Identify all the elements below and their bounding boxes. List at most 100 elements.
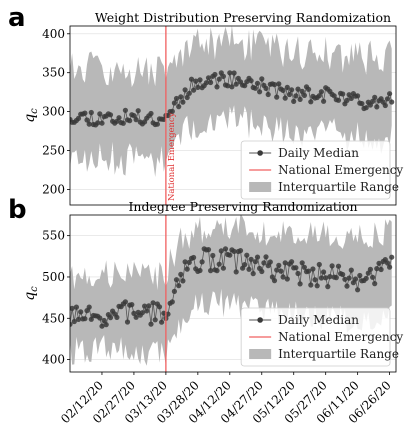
median-point xyxy=(291,98,297,104)
median-point xyxy=(120,120,126,126)
median-point xyxy=(312,277,318,283)
median-point xyxy=(295,270,301,277)
median-point xyxy=(293,93,299,99)
median-point xyxy=(95,120,101,126)
median-point xyxy=(70,321,73,327)
median-point xyxy=(169,108,175,114)
median-point xyxy=(129,302,135,308)
median-point xyxy=(122,107,128,113)
median-point xyxy=(148,321,154,327)
median-point xyxy=(389,254,395,260)
median-point xyxy=(372,281,378,287)
median-point xyxy=(116,115,122,121)
y-tick-label: 350 xyxy=(42,66,65,80)
legend-label: Daily Median xyxy=(278,313,359,327)
median-point xyxy=(325,284,331,290)
median-point xyxy=(344,97,350,103)
legend-iqr-swatch xyxy=(249,349,272,359)
median-point xyxy=(271,278,278,284)
median-point xyxy=(263,254,269,260)
median-point xyxy=(212,71,218,78)
median-point xyxy=(88,316,94,322)
median-point xyxy=(327,274,333,280)
median-point xyxy=(282,95,288,101)
median-point xyxy=(216,261,222,267)
median-point xyxy=(173,95,180,102)
median-point xyxy=(289,259,295,265)
interquartile-band xyxy=(70,26,392,177)
median-point xyxy=(348,267,354,273)
median-point xyxy=(154,121,160,127)
axes-frame xyxy=(69,214,397,373)
median-point xyxy=(252,259,258,265)
median-point xyxy=(274,94,280,100)
y-tick-label: 450 xyxy=(42,311,65,325)
median-point xyxy=(176,104,182,110)
median-point xyxy=(357,272,363,279)
median-point xyxy=(82,110,88,116)
median-point xyxy=(173,277,180,283)
median-point xyxy=(246,266,252,272)
median-point xyxy=(161,310,167,316)
median-point xyxy=(387,264,393,270)
median-point xyxy=(318,275,324,281)
median-point xyxy=(199,259,205,265)
legend: Daily Median National Emergency Interquart… xyxy=(240,140,403,200)
legend-median-marker xyxy=(257,317,263,323)
median-point xyxy=(308,99,314,105)
median-point xyxy=(340,271,346,278)
legend-label: Interquartile Range xyxy=(278,180,399,194)
median-point xyxy=(265,91,271,98)
median-point xyxy=(88,109,94,116)
median-point xyxy=(342,276,348,282)
median-point xyxy=(86,121,92,127)
median-point xyxy=(75,115,82,121)
median-point xyxy=(70,305,75,311)
median-point xyxy=(248,256,254,262)
median-point xyxy=(231,70,237,76)
median-point xyxy=(346,275,352,281)
median-point xyxy=(286,91,293,98)
median-point xyxy=(84,117,90,123)
legend-median-marker xyxy=(257,150,263,156)
plot-area xyxy=(70,26,396,190)
median-point xyxy=(133,314,139,320)
median-point xyxy=(284,276,290,282)
median-point xyxy=(227,70,233,76)
panel-letter: b xyxy=(8,195,27,225)
median-point xyxy=(295,86,301,92)
median-point xyxy=(152,317,158,323)
median-point xyxy=(86,304,92,310)
median-point xyxy=(205,75,212,81)
median-point xyxy=(208,268,214,274)
median-point xyxy=(321,98,327,104)
median-point xyxy=(278,268,284,274)
median-point xyxy=(182,259,188,265)
interquartile-band xyxy=(70,215,392,366)
chart-title: Indegree Preserving Randomization xyxy=(128,199,357,214)
median-point xyxy=(184,94,190,101)
median-point xyxy=(306,86,312,92)
median-point xyxy=(318,89,324,95)
median-point xyxy=(73,304,79,310)
median-point xyxy=(135,108,141,114)
median-point xyxy=(78,309,84,315)
median-point xyxy=(214,84,220,90)
median-point xyxy=(242,83,248,89)
median-point xyxy=(71,318,77,325)
median-point xyxy=(284,84,290,90)
median-point xyxy=(363,275,369,281)
median-point xyxy=(261,260,267,266)
legend-box xyxy=(240,307,391,367)
median-point xyxy=(148,110,154,117)
median-point xyxy=(370,98,376,104)
plot-area xyxy=(70,215,396,366)
median-point xyxy=(150,300,156,306)
median-point xyxy=(321,269,327,275)
median-point xyxy=(276,81,282,87)
median-point xyxy=(216,76,222,82)
median-point xyxy=(331,93,337,99)
y-axis-label: qc xyxy=(22,286,40,301)
legend-label: National Emergency xyxy=(278,330,403,344)
